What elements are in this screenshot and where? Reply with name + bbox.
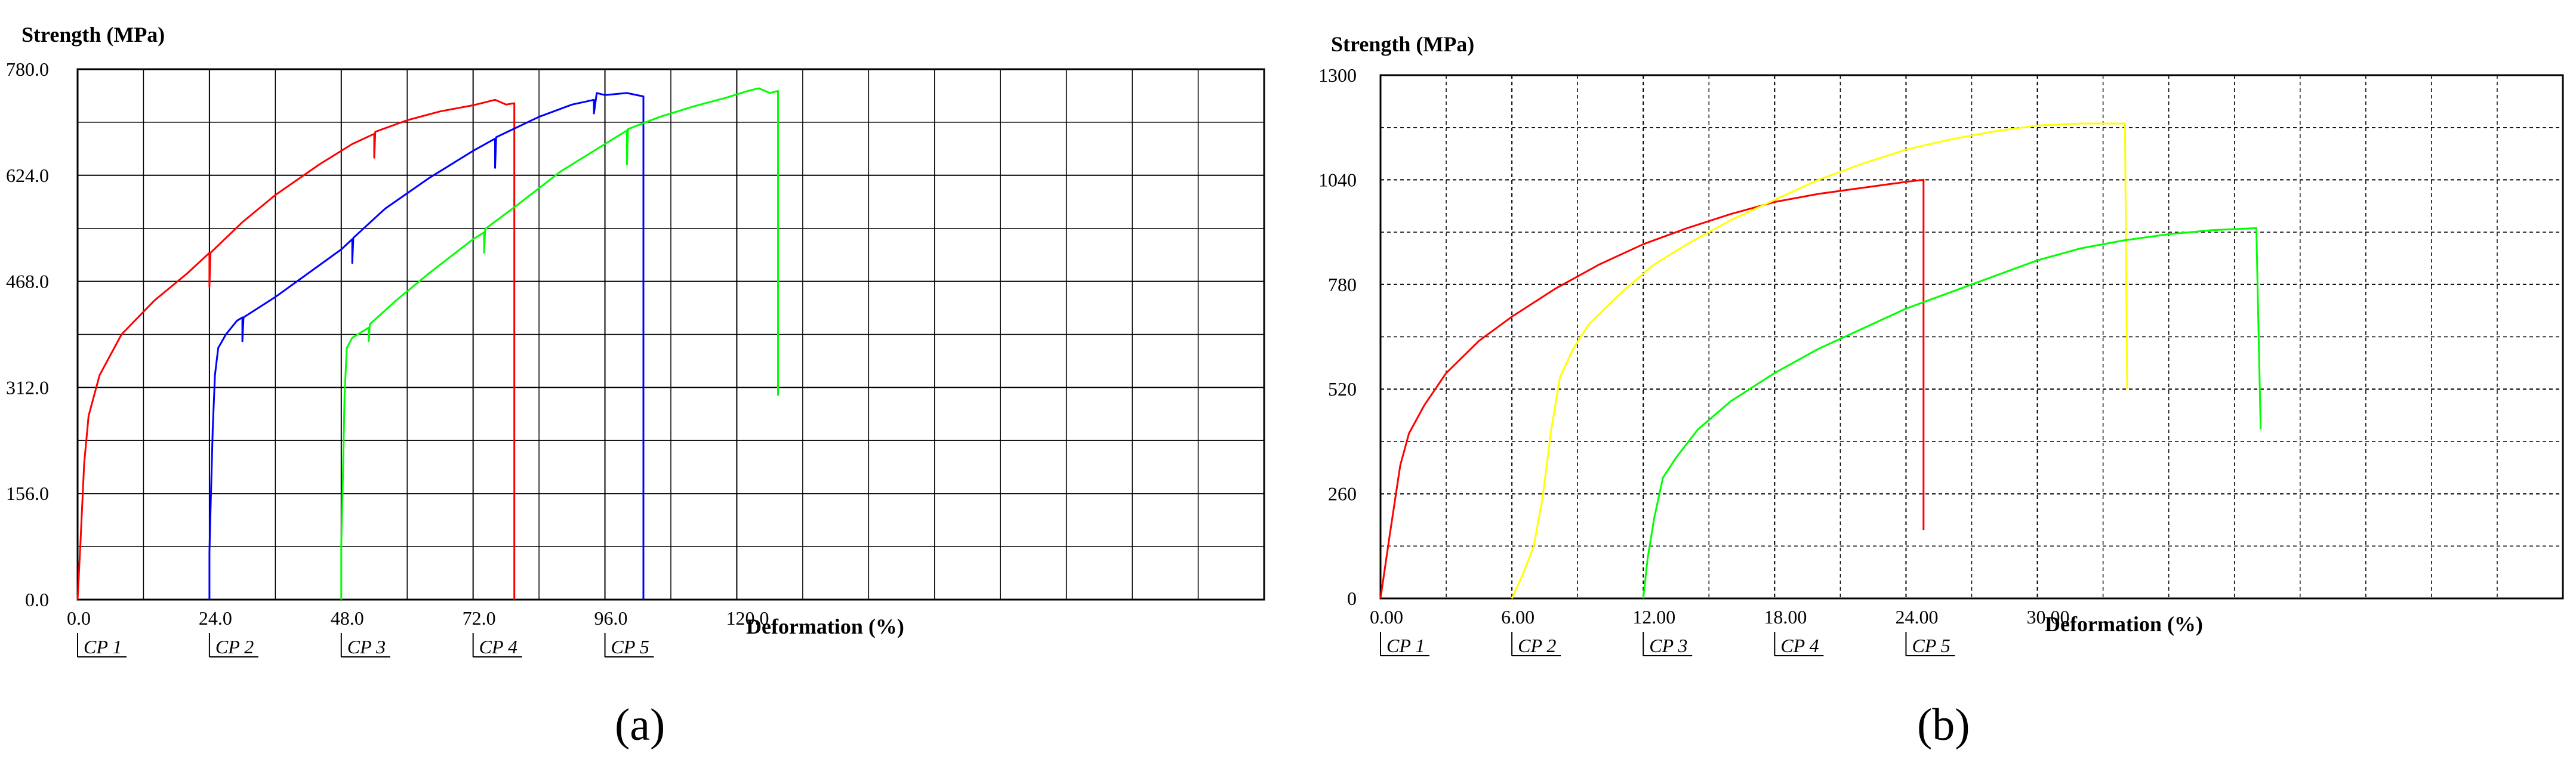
y-tick-label: 0.0: [25, 589, 49, 610]
cp-label: CP 1: [84, 636, 122, 657]
y-tick-label: 780: [1328, 274, 1357, 295]
series-line: [1379, 178, 1925, 599]
x-axis-title: Deformation (%): [2045, 612, 2203, 636]
cp-label: CP 3: [347, 636, 386, 657]
x-axis-title: Deformation (%): [746, 615, 904, 638]
x-tick-label: 72.0: [463, 607, 496, 629]
panel-label: (b): [1917, 700, 1970, 750]
series-line: [76, 98, 516, 600]
cp-label: CP 2: [215, 636, 254, 657]
x-tick-label: 0.00: [1370, 606, 1403, 628]
series-line: [1642, 227, 2262, 599]
plot-frame: [76, 68, 1265, 601]
x-tick-label: 6.00: [1501, 606, 1534, 628]
cp-label: CP 4: [1780, 635, 1819, 656]
series-line: [1511, 122, 2128, 599]
y-tick-label: 468.0: [6, 271, 49, 292]
y-tick-label: 624.0: [6, 165, 49, 186]
chart-panel-a: Strength (MPa) Deformation (%) (a) 0.0 15…: [6, 23, 1265, 750]
x-tick-label: 24.00: [1895, 606, 1938, 628]
series-line: [340, 87, 779, 600]
plot-area: 0 260 520 780 1040 1300 0.00 6.00 12.00 18.00 24.0…: [1318, 64, 2564, 656]
x-tick-label: 0.0: [67, 607, 91, 629]
x-tick-label: 24.0: [199, 607, 232, 629]
y-tick-label: 780.0: [6, 58, 49, 80]
panel-label: (a): [615, 700, 665, 750]
x-tick-label: 48.0: [331, 607, 364, 629]
x-tick-label: 30.00: [2027, 606, 2070, 628]
cp-label: CP 4: [479, 636, 517, 657]
x-tick-label: 96.0: [594, 607, 628, 629]
y-tick-label: 1300: [1318, 64, 1357, 86]
cp-label: CP 3: [1649, 635, 1687, 656]
cp-label: CP 1: [1386, 635, 1425, 656]
plot-frame: [1379, 74, 2564, 600]
cp-label: CP 2: [1518, 635, 1556, 656]
y-tick-label: 260: [1328, 483, 1357, 505]
chart-panel-b: Strength (MPa) Deformation (%) (b) 0 260 5…: [1318, 32, 2564, 750]
cp-label: CP 5: [1912, 635, 1950, 656]
cp-label: CP 5: [611, 636, 649, 657]
y-axis-title: Strength (MPa): [21, 23, 165, 47]
y-tick-label: 156.0: [6, 483, 49, 504]
plot-area: 0.0 156.0 312.0 468.0 624.0 780.0 0.0 24.0 48.0 7…: [6, 58, 1265, 657]
y-tick-label: 0: [1347, 588, 1357, 609]
y-tick-label: 520: [1328, 378, 1357, 400]
y-axis-title: Strength (MPa): [1331, 32, 1474, 56]
y-tick-label: 312.0: [6, 376, 49, 398]
y-tick-label: 1040: [1318, 169, 1357, 190]
x-tick-label: 120.0: [726, 607, 769, 629]
x-tick-label: 18.00: [1764, 606, 1807, 628]
series-line: [208, 92, 645, 600]
x-tick-label: 12.00: [1632, 606, 1675, 628]
